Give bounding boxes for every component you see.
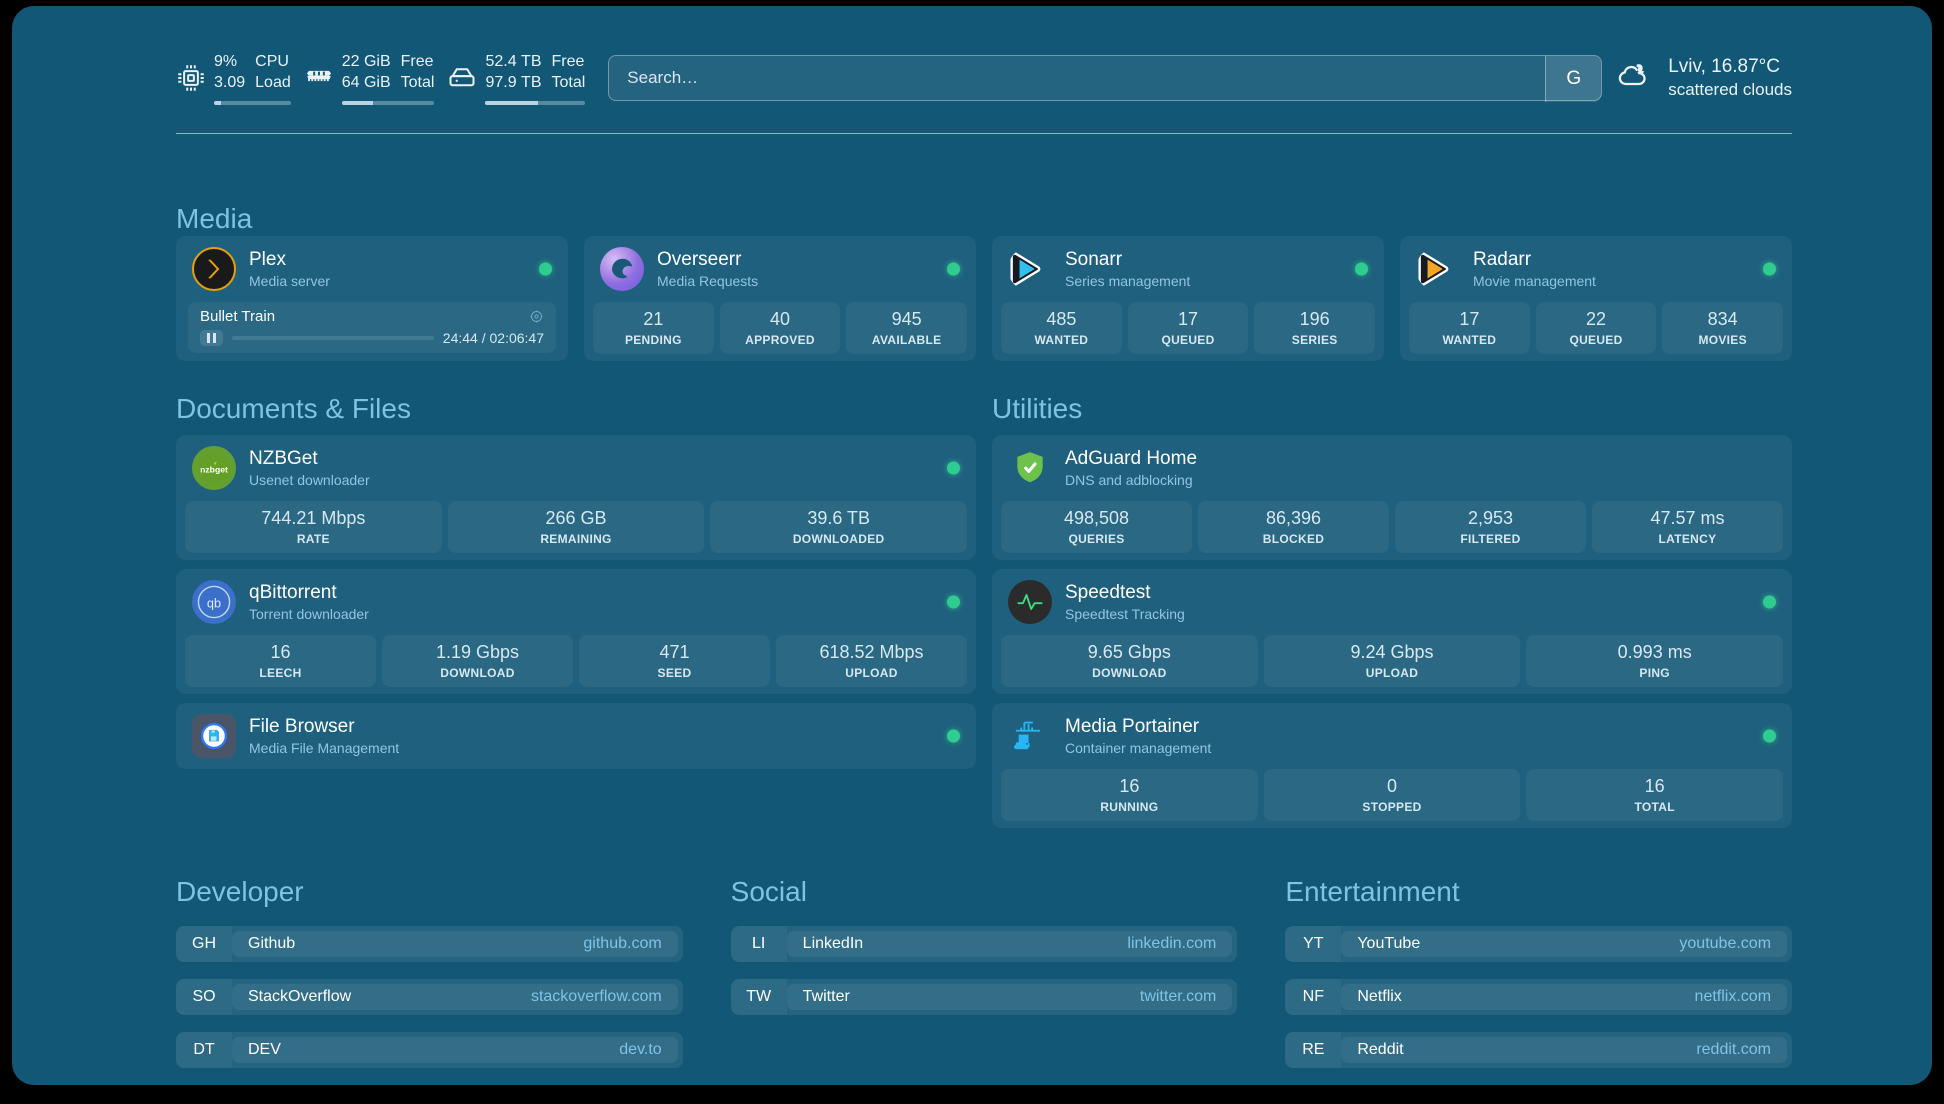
svg-text:qb: qb — [207, 596, 221, 611]
svg-text:nzbget: nzbget — [200, 464, 228, 474]
